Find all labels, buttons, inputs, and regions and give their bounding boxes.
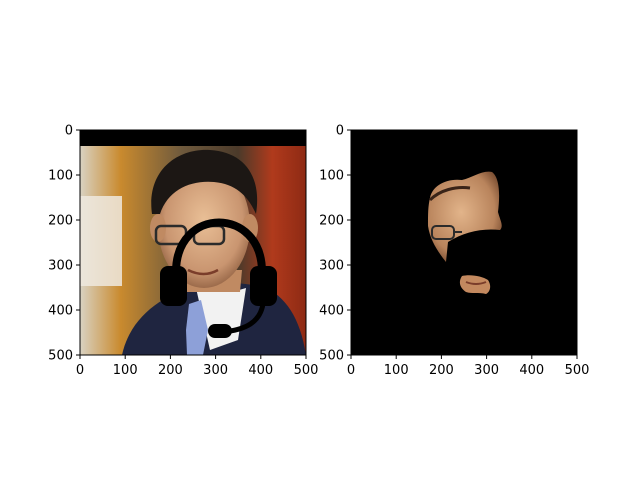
left-image: [80, 130, 306, 355]
headset-icon: [160, 218, 277, 338]
left-y-tick-label: 0: [65, 124, 73, 139]
hair: [151, 149, 258, 214]
segmented-face-details: [428, 186, 471, 240]
left-image-window: [80, 196, 122, 286]
right-x-tick-label: 0: [347, 363, 355, 378]
right-y-tick-label: 200: [319, 214, 344, 229]
right-y-tick-label: 300: [319, 259, 344, 274]
right-y-tick-label: 400: [319, 304, 344, 319]
right-axes-frame: [350, 129, 578, 356]
right-x-tick-label: 200: [429, 363, 454, 378]
left-axes-frame: [79, 129, 307, 356]
right-y-tick-label: 0: [336, 124, 344, 139]
tie: [186, 300, 208, 355]
left-y-tick-label: 200: [48, 214, 73, 229]
left-image-top-border: [80, 130, 306, 146]
left-y-tick-label: 100: [48, 169, 73, 184]
right-x-tick-label: 100: [384, 363, 409, 378]
left-y-tick-label: 400: [48, 304, 73, 319]
left-x-tick-label: 500: [294, 363, 319, 378]
left-y-tick-label: 500: [48, 349, 73, 364]
left-x-tick-label: 100: [113, 363, 138, 378]
shirt: [196, 288, 246, 350]
right-x-tick-label: 500: [565, 363, 590, 378]
left-x-tick-label: 400: [248, 363, 273, 378]
right-image: [351, 130, 577, 355]
left-x-tick-label: 200: [158, 363, 183, 378]
right-x-tick-label: 300: [474, 363, 499, 378]
right-image-background: [351, 130, 577, 355]
mouth: [187, 268, 219, 276]
left-x-tick-label: 0: [76, 363, 84, 378]
left-y-tick-label: 300: [48, 259, 73, 274]
right-y-tick-label: 500: [319, 349, 344, 364]
left-x-tick-label: 300: [203, 363, 228, 378]
right-x-tick-label: 400: [519, 363, 544, 378]
segmented-mouth: [465, 281, 487, 285]
right-y-tick-label: 100: [319, 169, 344, 184]
